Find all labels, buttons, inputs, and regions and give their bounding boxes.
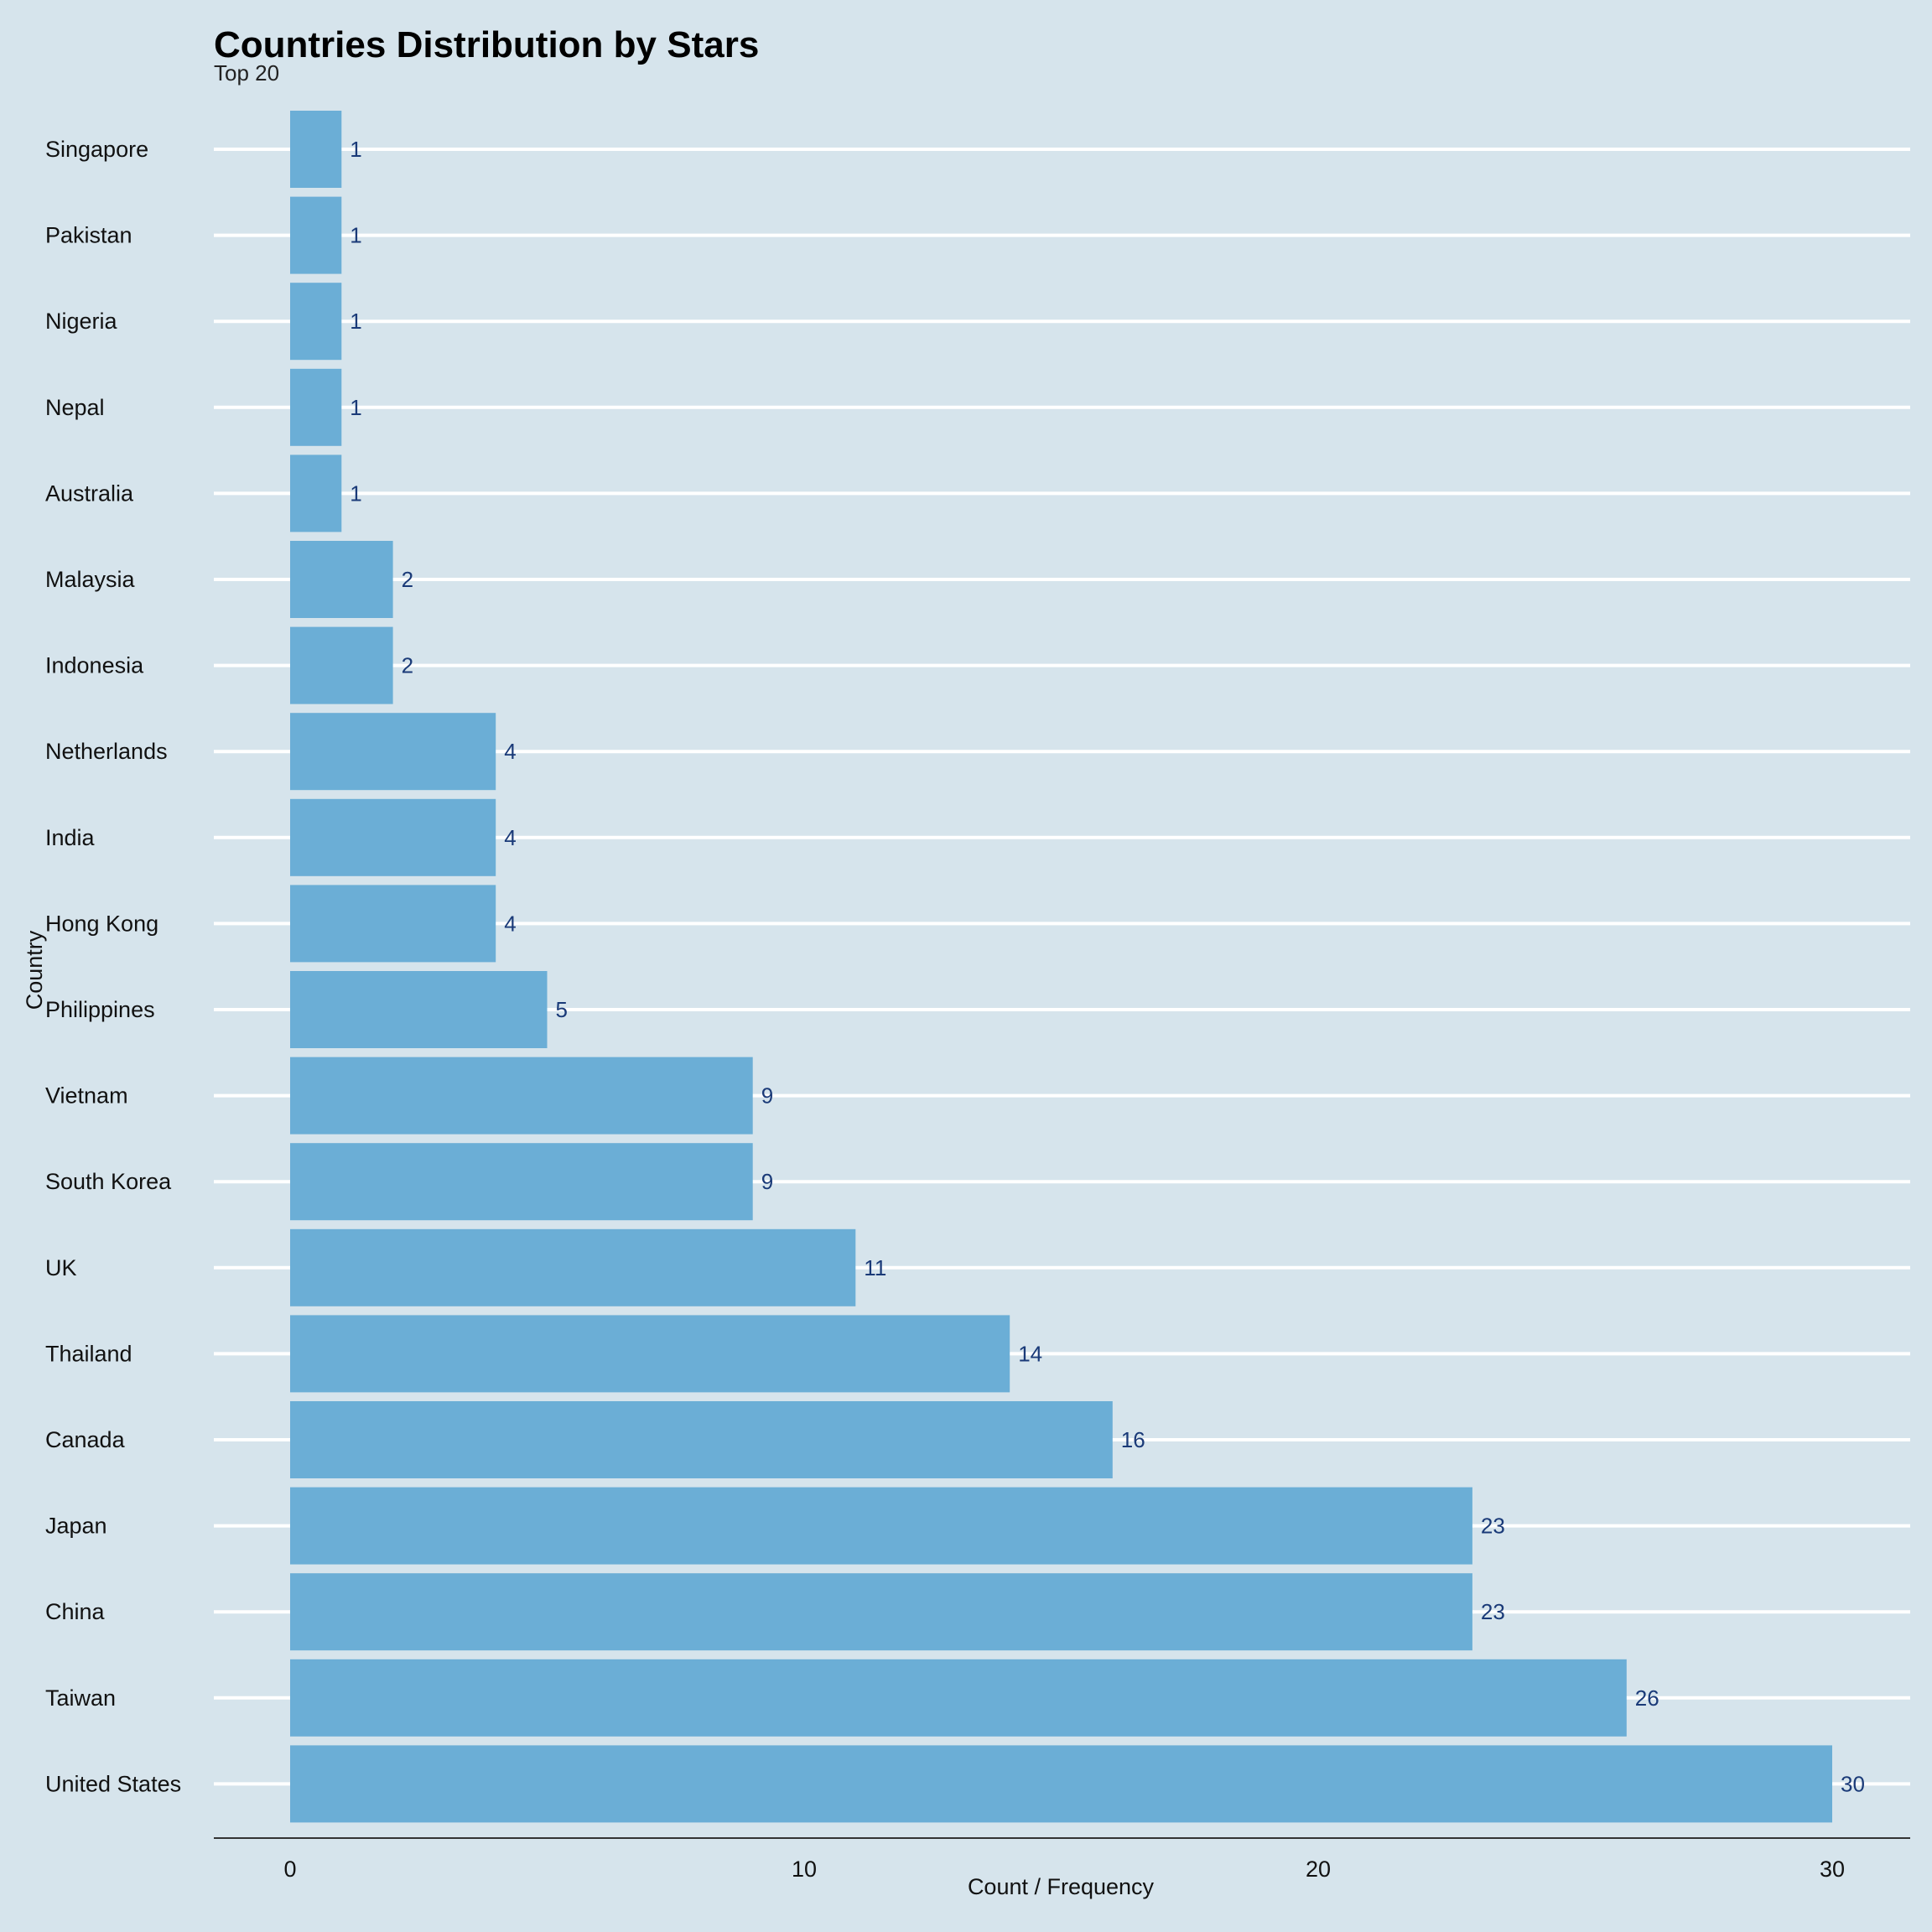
bar [290,713,496,791]
y-axis-title: Country [22,930,47,1010]
value-label: 30 [1841,1771,1865,1796]
value-label: 23 [1481,1514,1505,1539]
category-label: Nepal [45,395,105,420]
category-label: Indonesia [45,653,144,678]
x-axis-ticks: 0 10 20 30 [283,1857,1845,1882]
category-label: China [45,1599,106,1624]
category-label: Pakistan [45,223,132,248]
category-label: Canada [45,1427,126,1452]
bar [290,1143,753,1221]
category-label: Taiwan [45,1685,116,1711]
bar [290,1401,1113,1478]
x-tick-label: 20 [1306,1857,1331,1882]
value-label: 16 [1121,1427,1145,1452]
value-label: 1 [350,223,361,248]
bar [290,1659,1627,1737]
category-label: Australia [45,480,134,506]
bar [290,1573,1472,1651]
category-label: Vietnam [45,1083,128,1109]
x-tick-label: 30 [1820,1857,1845,1882]
category-label: Malaysia [45,567,136,592]
bar [290,368,342,446]
category-label: Japan [45,1514,107,1539]
x-tick-label: 10 [792,1857,817,1882]
category-label: Philippines [45,997,155,1022]
value-label: 4 [504,825,516,850]
chart-subtitle: Top 20 [214,60,279,86]
bar [290,885,496,963]
bar [290,798,496,876]
value-label: 2 [402,567,413,592]
bar [290,1745,1832,1823]
x-tick-label: 0 [283,1857,296,1882]
value-label: 11 [864,1255,886,1280]
bar [290,1487,1472,1565]
category-label: Singapore [45,137,148,162]
bar [290,626,393,704]
value-label: 1 [350,395,361,420]
bar [290,283,342,361]
bar [290,196,342,274]
value-label: 4 [504,739,516,764]
value-label: 5 [556,997,568,1022]
bar [290,1057,753,1135]
category-label: India [45,825,96,850]
value-label: 1 [350,137,361,162]
category-label: Netherlands [45,739,168,764]
value-label: 26 [1635,1685,1659,1711]
value-label: 1 [350,480,361,506]
bar [290,111,342,188]
bar [290,454,342,532]
value-label: 4 [504,911,516,936]
bar [290,541,393,618]
category-label: Nigeria [45,309,118,334]
value-label: 1 [350,309,361,334]
category-label: South Korea [45,1169,172,1194]
category-label: UK [45,1255,77,1280]
category-label: Hong Kong [45,911,158,936]
bar [290,1315,1010,1393]
bar [290,971,548,1048]
value-label: 23 [1481,1599,1505,1624]
category-labels: Singapore Pakistan Nigeria Nepal Australia Ma… [45,137,181,1796]
value-label: 14 [1018,1341,1042,1366]
value-label: 2 [402,653,413,678]
x-axis-title: Count / Frequency [968,1874,1155,1899]
category-label: United States [45,1771,181,1796]
bars [290,111,1832,1823]
value-label: 9 [761,1083,773,1109]
bar [290,1228,856,1306]
category-label: Thailand [45,1341,132,1366]
value-label: 9 [761,1169,773,1194]
chart-title: Countries Distribution by Stars [214,24,759,65]
